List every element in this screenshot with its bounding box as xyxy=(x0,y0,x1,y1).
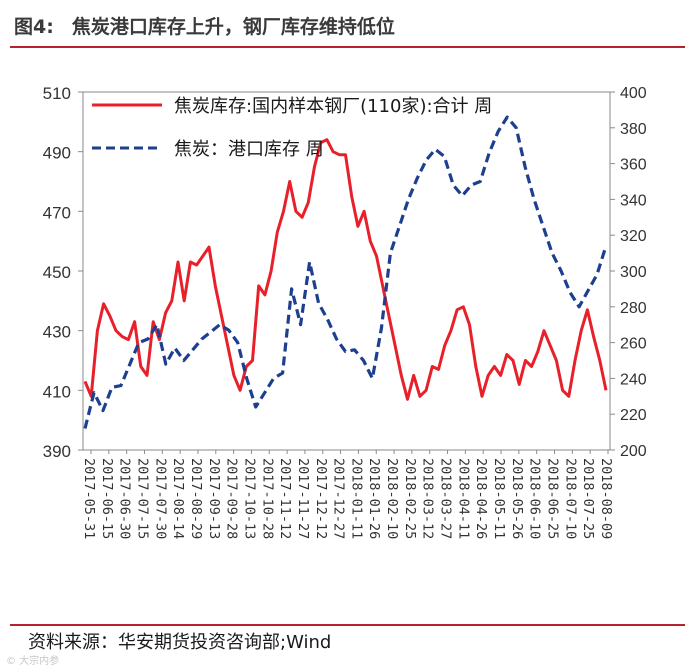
y-right-tick-label: 340 xyxy=(620,192,647,209)
x-tick-label: 2018-02-25 xyxy=(402,458,418,539)
x-tick-label: 2017-12-12 xyxy=(313,458,329,539)
y-right-tick-label: 380 xyxy=(620,121,647,138)
x-tick-label: 2017-10-28 xyxy=(259,458,275,539)
y-right-tick-label: 400 xyxy=(620,85,647,102)
y-right-tick-label: 360 xyxy=(620,157,647,174)
x-tick-label: 2017-09-13 xyxy=(206,458,222,539)
x-tick-label: 2017-05-31 xyxy=(81,458,97,539)
x-tick-label: 2018-04-11 xyxy=(455,458,471,539)
x-tick-label: 2017-08-14 xyxy=(170,458,186,539)
x-tick-label: 2017-11-12 xyxy=(277,458,293,539)
y-right-tick-label: 200 xyxy=(620,443,647,460)
y-left-tick-label: 450 xyxy=(43,263,71,282)
watermark-text: © 大宗内参 xyxy=(6,656,60,667)
y-right-tick-label: 300 xyxy=(620,264,647,281)
y-left-tick-label: 510 xyxy=(43,84,71,103)
legend-label: 焦炭库存:国内样本钢厂(110家):合计 周 xyxy=(174,96,492,117)
title-divider xyxy=(10,46,685,48)
y-left-tick-label: 390 xyxy=(43,442,71,461)
x-tick-label: 2017-06-15 xyxy=(99,458,115,539)
x-tick-label: 2018-01-26 xyxy=(366,458,382,539)
series-steel-mill-inventory-line xyxy=(83,138,608,401)
x-tick-label: 2018-07-25 xyxy=(580,458,596,539)
x-tick-label: 2018-07-10 xyxy=(562,458,578,539)
chart-lines xyxy=(83,115,608,429)
x-tick-label: 2018-06-10 xyxy=(527,458,543,539)
x-tick-label: 2017-07-15 xyxy=(134,458,150,539)
plot-frame xyxy=(82,91,611,451)
y-right-tick-label: 320 xyxy=(620,228,647,245)
y-right-tick-label: 220 xyxy=(620,407,647,424)
x-tick-label: 2018-03-27 xyxy=(438,458,454,539)
figure-number: 图4: xyxy=(14,16,54,38)
y-left-tick-label: 490 xyxy=(43,144,71,163)
y-left-tick-label: 470 xyxy=(43,203,71,222)
chart-legend: 焦炭库存:国内样本钢厂(110家):合计 周焦炭：港口库存 周 xyxy=(92,96,492,160)
x-tick-label: 2017-11-27 xyxy=(295,458,311,539)
x-tick-label: 2017-06-30 xyxy=(117,458,133,539)
y-left-tick-label: 430 xyxy=(43,323,71,342)
x-tick-label: 2018-08-09 xyxy=(598,458,614,539)
figure-title: 图4: 焦炭港口库存上升，钢厂库存维持低位 xyxy=(14,8,395,46)
x-tick-label: 2018-03-12 xyxy=(420,458,436,539)
legend-label: 焦炭：港口库存 周 xyxy=(174,139,324,160)
x-tick-label: 2018-05-26 xyxy=(509,458,525,539)
figure-title-text: 焦炭港口库存上升，钢厂库存维持低位 xyxy=(71,16,395,38)
y-right-tick-label: 260 xyxy=(620,336,647,353)
x-tick-label: 2017-10-13 xyxy=(241,458,257,539)
footer-divider xyxy=(10,624,685,626)
series-port-inventory-line xyxy=(83,115,608,429)
y-right-tick-label: 280 xyxy=(620,300,647,317)
x-tick-label: 2018-01-11 xyxy=(348,458,364,539)
line-chart: 390 410 430 450 470 490 510 200 220 240 260 280 300 3… xyxy=(43,84,647,539)
x-tick-labels: 2017-05-31 2017-06-15 2017-06-30 2017-07-15… xyxy=(81,458,614,539)
x-tick-label: 2017-08-29 xyxy=(188,458,204,539)
source-note: 资料来源：华安期货投资咨询部;Wind xyxy=(28,632,332,653)
x-tick-label: 2018-02-10 xyxy=(384,458,400,539)
x-tick-label: 2017-07-30 xyxy=(152,458,168,539)
chart-axes: 390 410 430 450 470 490 510 200 220 240 260 280 300 3… xyxy=(43,84,647,461)
x-tick-label: 2018-05-11 xyxy=(491,458,507,539)
y-right-tick-label: 240 xyxy=(620,371,647,388)
x-tick-label: 2017-12-27 xyxy=(331,458,347,539)
y-left-tick-label: 410 xyxy=(43,382,71,401)
x-tick-label: 2017-09-28 xyxy=(224,458,240,539)
x-tick-label: 2018-06-25 xyxy=(545,458,561,539)
x-tick-label: 2018-04-26 xyxy=(473,458,489,539)
